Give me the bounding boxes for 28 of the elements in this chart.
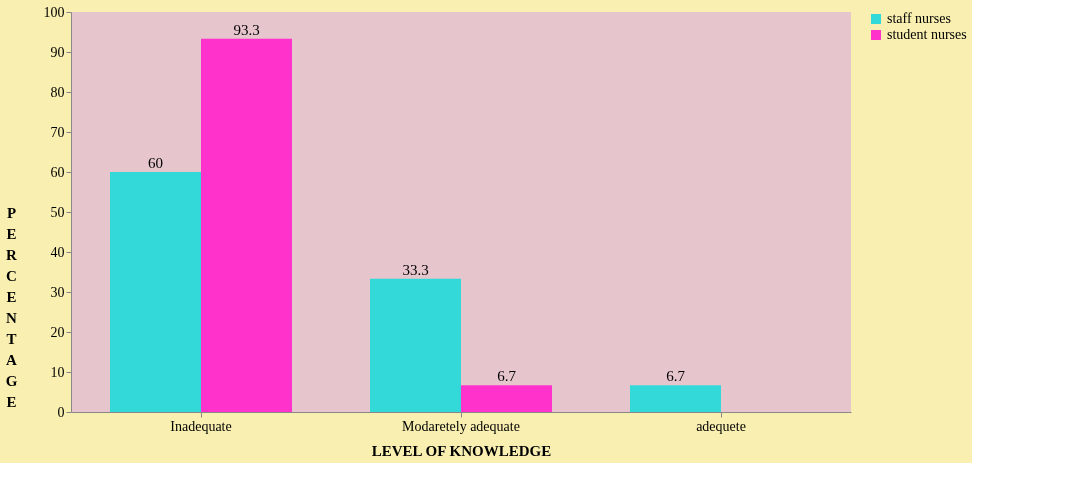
data-label: 60 (148, 155, 163, 171)
y-tick-label: 70 (50, 124, 65, 140)
x-tick-label: Inadequate (170, 418, 232, 434)
legend-label: student nurses (887, 27, 967, 42)
data-label: 93.3 (233, 21, 260, 38)
y-tick-label: 0 (57, 404, 65, 420)
bar (201, 38, 292, 412)
bar (461, 385, 552, 412)
bar (630, 385, 721, 412)
data-label: 33.3 (402, 261, 429, 278)
y-tick-label: 80 (50, 84, 65, 100)
y-tick-label: 50 (50, 204, 65, 220)
text: PERCENTAGE (5, 204, 18, 410)
y-tick-label: 90 (50, 44, 65, 60)
y-tick-label: 40 (50, 244, 65, 260)
y-tick-label: 10 (50, 364, 65, 380)
bar (110, 172, 201, 412)
y-tick-label: 30 (50, 284, 65, 300)
x-tick-label: Modaretely adequate (402, 418, 520, 434)
y-tick-label: 20 (50, 324, 65, 340)
y-tick-label: 100 (43, 4, 65, 20)
y-tick-label: 60 (50, 164, 65, 180)
legend-label: staff nurses (887, 11, 951, 26)
x-tick-label: adequete (696, 418, 746, 434)
x-axis-title: LEVEL OF KNOWLEDGE (371, 442, 552, 459)
data-label: 6.7 (666, 368, 686, 385)
data-label: 6.7 (497, 368, 517, 385)
bar (370, 278, 461, 412)
